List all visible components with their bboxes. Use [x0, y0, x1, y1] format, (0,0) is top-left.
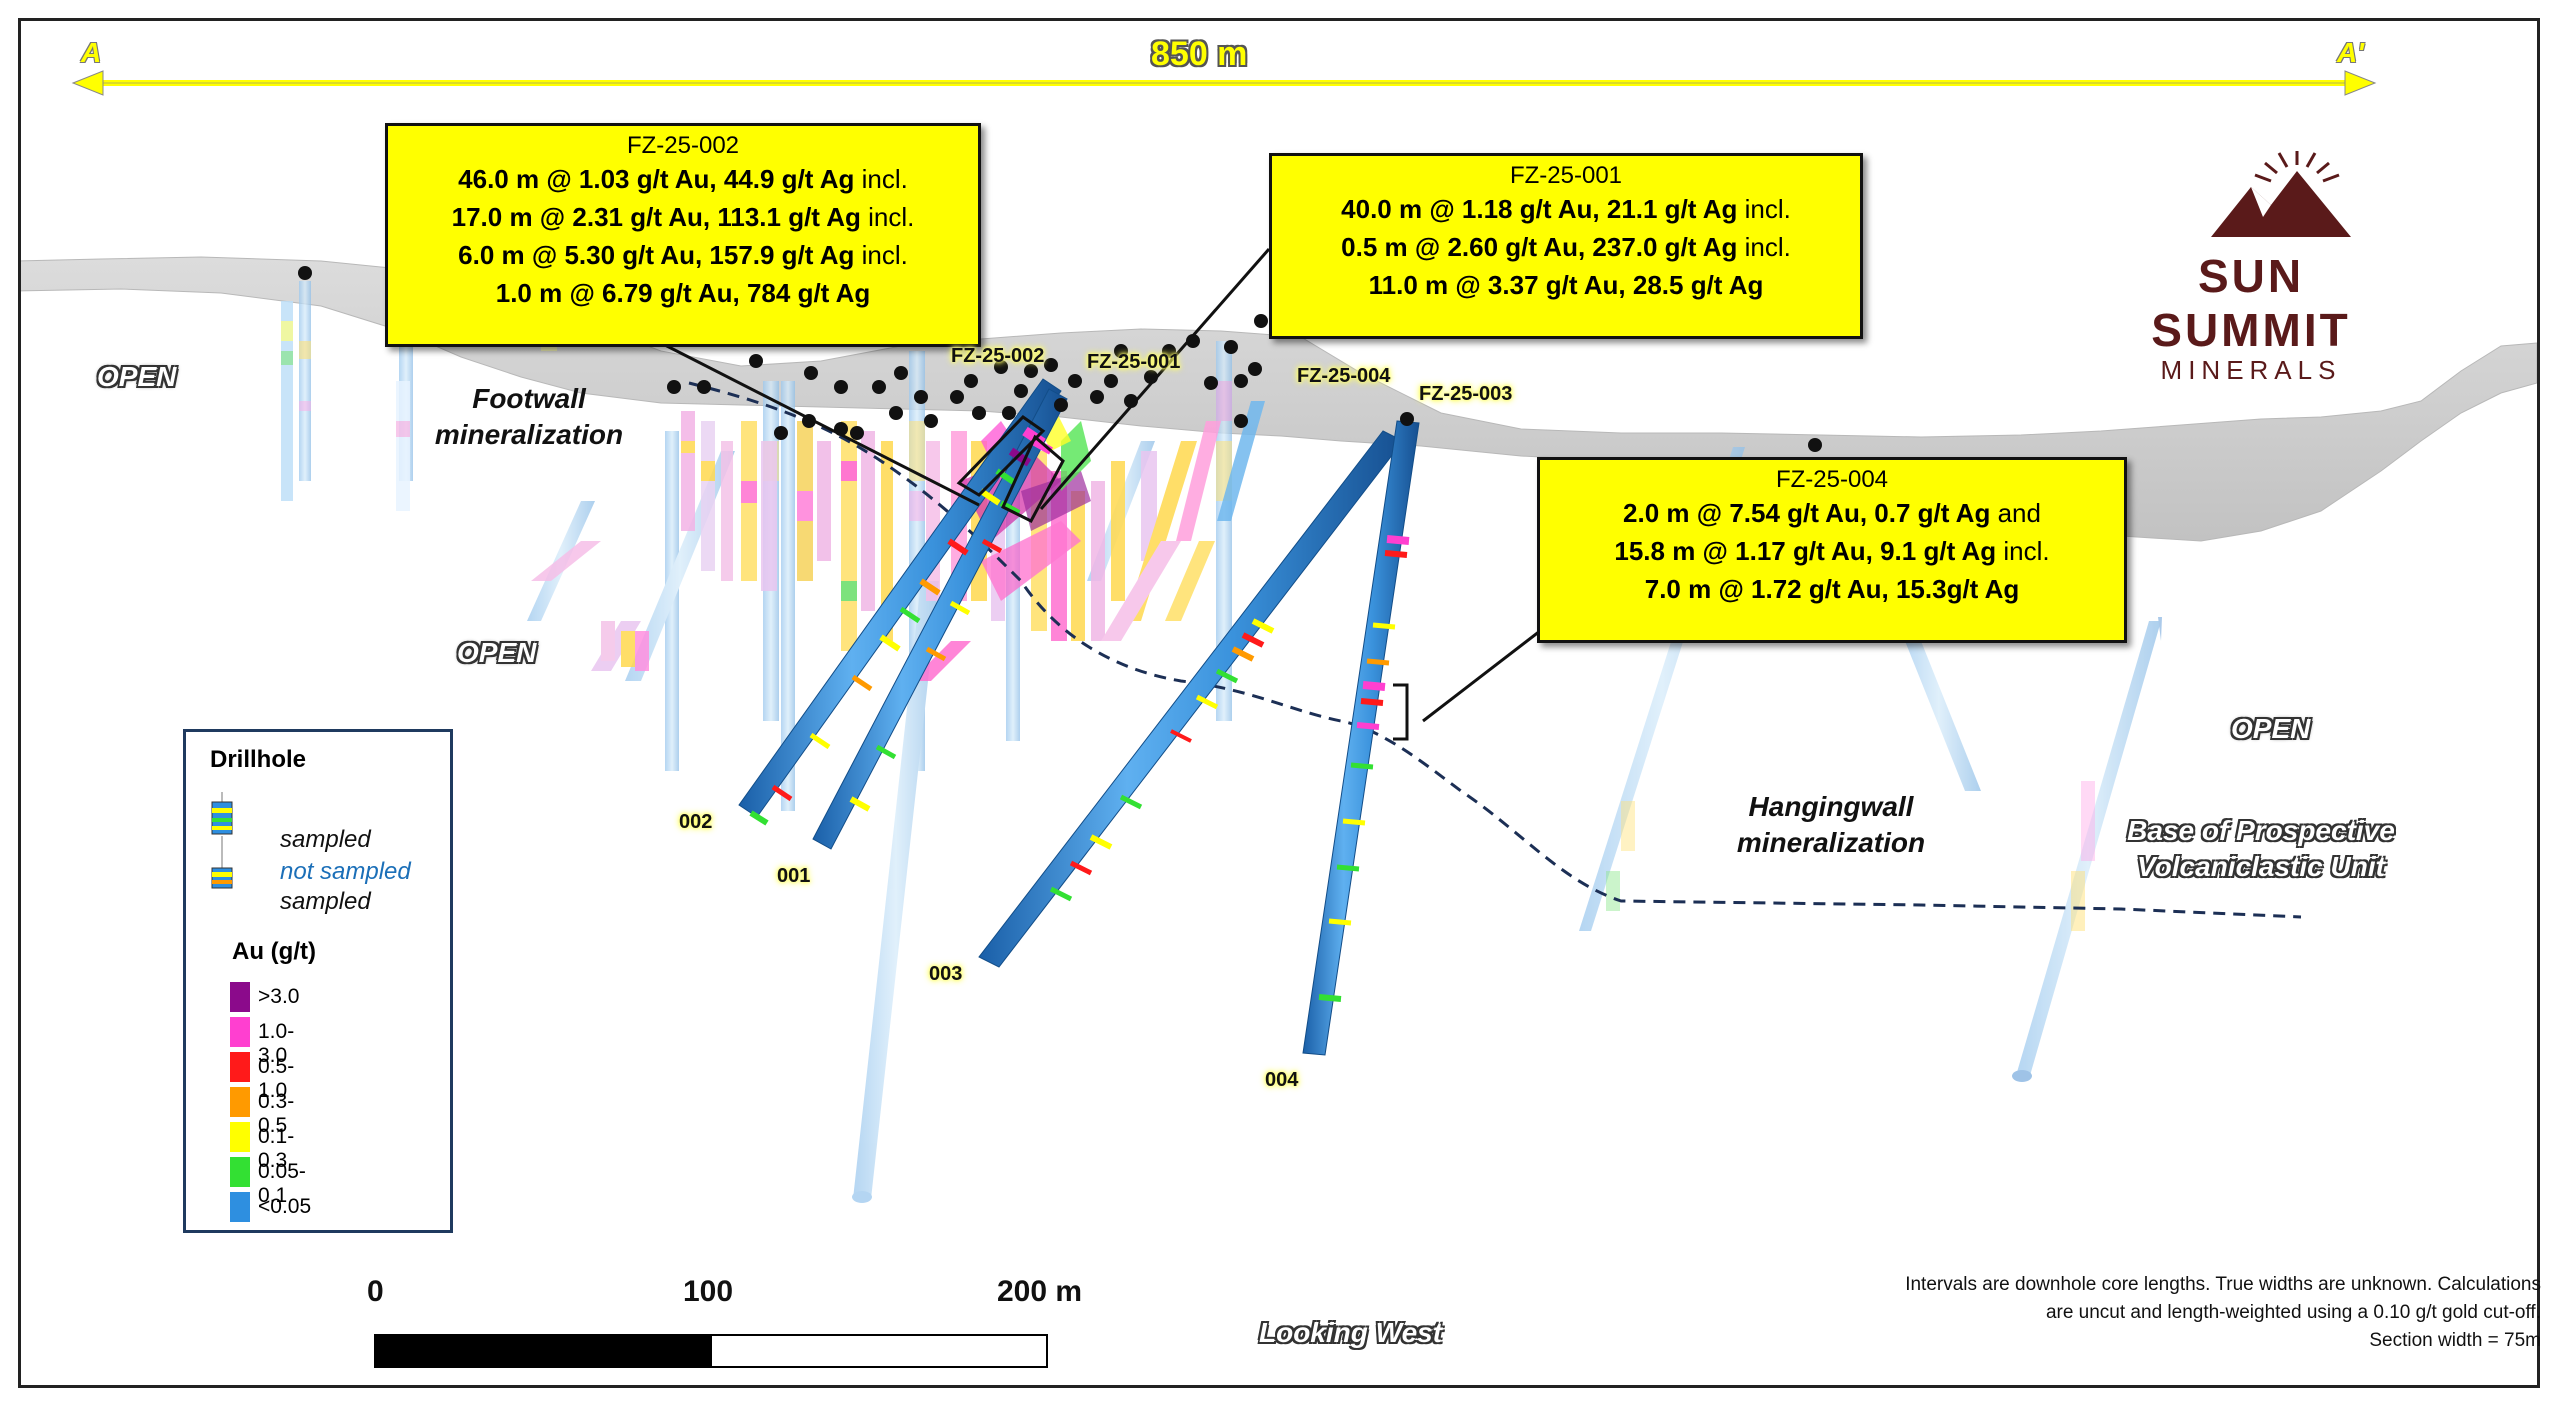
collar-label-003: FZ-25-003: [1419, 383, 1513, 405]
ghost-hole: [781, 381, 795, 811]
legend-drillhole-icon: [211, 792, 233, 889]
callout-line: 6.0 m @ 5.30 g/t Au, 157.9 g/t Ag incl.: [458, 240, 908, 270]
section-length-arrow: [71, 70, 2377, 96]
callout-line: 46.0 m @ 1.03 g/t Au, 44.9 g/t Ag incl.: [458, 164, 908, 194]
view-direction-label: Looking West: [1259, 1317, 1443, 1348]
end-label-004: 004: [1265, 1069, 1299, 1091]
callout-fz-25-004: FZ-25-004 2.0 m @ 7.54 g/t Au, 0.7 g/t A…: [1537, 457, 2127, 643]
open-label-right: OPEN: [2231, 713, 2311, 744]
scale-bar-label-200: 200 m: [997, 1275, 1083, 1308]
legend-grade-swatch: [230, 1157, 250, 1187]
legend-title: Drillhole: [210, 746, 307, 773]
ghost-hole: [2015, 621, 2161, 1079]
legend-not-sampled: not sampled: [280, 858, 411, 885]
callout-line: 15.8 m @ 1.17 g/t Au, 9.1 g/t Ag incl.: [1614, 536, 2050, 566]
legend-grade-label: 1.0-3.0: [258, 1020, 295, 1067]
legend-grade-label: 0.05-0.1: [258, 1160, 306, 1207]
legend-grade-label: <0.05: [258, 1195, 312, 1218]
legend-au-title: Au (g/t): [232, 938, 316, 965]
legend-sampled-2: sampled: [280, 888, 371, 915]
legend: Drillhole sampled not sampled sampled Au…: [183, 729, 453, 1233]
section-end-a: A: [81, 37, 102, 68]
base-unit-label: Base of Prospective Volcaniclastic Unit: [2127, 815, 2395, 882]
legend-grade-swatch: [230, 1087, 250, 1117]
legend-grade-swatch: [230, 1052, 250, 1082]
callout-line: 17.0 m @ 2.31 g/t Au, 113.1 g/t Ag incl.: [451, 202, 915, 232]
open-label-left-top: OPEN: [97, 361, 177, 392]
base-of-prospective-unit-line: [688, 381, 2302, 919]
callout-fz-25-002: FZ-25-002 46.0 m @ 1.03 g/t Au, 44.9 g/t…: [385, 123, 981, 347]
callout-line: 1.0 m @ 6.79 g/t Au, 784 g/t Ag: [495, 278, 871, 308]
callout-line: 0.5 m @ 2.60 g/t Au, 237.0 g/t Ag incl.: [1341, 232, 1791, 262]
callout-title: FZ-25-002: [626, 132, 740, 159]
ghost-hole: [853, 581, 939, 1199]
ghost-hole: [299, 281, 311, 481]
callout-line: 2.0 m @ 7.54 g/t Au, 0.7 g/t Ag and: [1623, 498, 2041, 528]
end-label-001: 001: [777, 865, 811, 887]
callout-fz-25-001: FZ-25-001 40.0 m @ 1.18 g/t Au, 21.1 g/t…: [1269, 153, 1863, 339]
logo-line2: MINERALS: [2160, 355, 2342, 385]
scale-bar: [374, 1334, 1048, 1368]
collar-label-004: FZ-25-004: [1297, 365, 1391, 387]
legend-grade-swatch: [230, 1192, 250, 1222]
callout-line: 40.0 m @ 1.18 g/t Au, 21.1 g/t Ag incl.: [1341, 194, 1791, 224]
legend-grade-label: 0.5-1.0: [258, 1055, 295, 1102]
logo-mark: [2211, 151, 2351, 237]
section-end-a-prime: A': [2337, 37, 2364, 68]
figure-frame: A A' 850 m FZ-25-002 46.0 m @ 1.03 g/t A…: [18, 18, 2541, 1388]
ghost-hole: [2158, 617, 2162, 641]
legend-sampled-1: sampled: [280, 826, 371, 853]
footwall-label: Footwall mineralization: [434, 383, 624, 450]
section-length-label: 850 m: [1151, 35, 1248, 73]
company-logo: SUN SUMMIT MINERALS: [2101, 249, 2401, 386]
end-label-003: 003: [929, 963, 963, 985]
logo-line1: SUN SUMMIT: [2151, 250, 2351, 356]
end-label-002: 002: [679, 811, 713, 833]
scale-bar-label-100: 100: [683, 1275, 734, 1308]
drill-collars: [298, 266, 1822, 452]
collar-label-001: FZ-25-001: [1087, 351, 1181, 373]
legend-grade-swatch: [230, 1122, 250, 1152]
callout-line: 11.0 m @ 3.37 g/t Au, 28.5 g/t Ag: [1368, 270, 1764, 300]
collar-label-002: FZ-25-002: [951, 345, 1045, 367]
footnotes: Intervals are downhole core lengths. Tru…: [1905, 1274, 2541, 1351]
legend-grade-label: 0.3-0.5: [258, 1090, 295, 1137]
hangingwall-label: Hangingwall mineralization: [1736, 791, 1926, 858]
callout-line: 7.0 m @ 1.72 g/t Au, 15.3g/t Ag: [1644, 574, 2020, 604]
grade-intervals: [749, 426, 1410, 1002]
scale-bar-label-0: 0: [367, 1275, 384, 1308]
open-label-left-mid: OPEN: [457, 637, 537, 668]
callout-title: FZ-25-004: [1775, 466, 1889, 493]
legend-grade-swatch: [230, 1017, 250, 1047]
ghost-hole: [1897, 621, 1981, 791]
callout-title: FZ-25-001: [1509, 162, 1623, 189]
ghost-hole-end: [852, 1191, 872, 1203]
ghost-hole: [1216, 341, 1232, 721]
ghost-hole-end: [2012, 1070, 2032, 1082]
legend-grade-label: 0.1-0.3: [258, 1125, 295, 1172]
legend-grade-label: >3.0: [258, 985, 300, 1008]
legend-grade-swatch: [230, 982, 250, 1012]
